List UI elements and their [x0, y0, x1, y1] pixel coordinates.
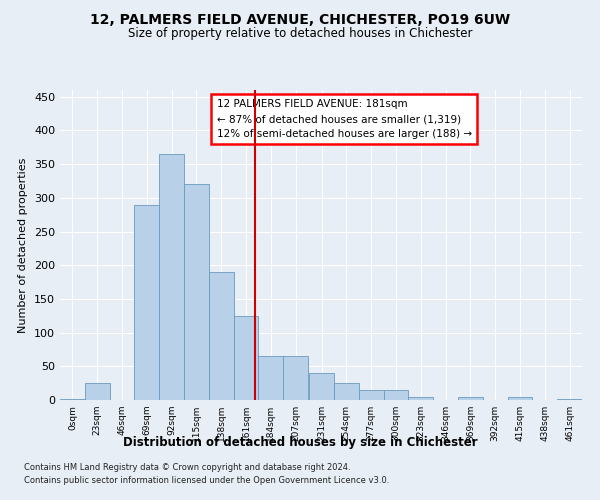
- Bar: [259, 356, 283, 400]
- Bar: [60, 398, 85, 400]
- Bar: [184, 184, 209, 400]
- Bar: [334, 383, 359, 400]
- Text: Distribution of detached houses by size in Chichester: Distribution of detached houses by size …: [122, 436, 478, 449]
- Text: 12 PALMERS FIELD AVENUE: 181sqm
← 87% of detached houses are smaller (1,319)
12%: 12 PALMERS FIELD AVENUE: 181sqm ← 87% of…: [217, 100, 472, 139]
- Bar: [134, 204, 159, 400]
- Bar: [409, 396, 433, 400]
- Bar: [209, 272, 233, 400]
- Bar: [557, 398, 582, 400]
- Text: Contains HM Land Registry data © Crown copyright and database right 2024.: Contains HM Land Registry data © Crown c…: [24, 464, 350, 472]
- Bar: [383, 390, 409, 400]
- Text: Size of property relative to detached houses in Chichester: Size of property relative to detached ho…: [128, 28, 472, 40]
- Bar: [309, 373, 334, 400]
- Bar: [458, 396, 483, 400]
- Bar: [233, 316, 259, 400]
- Text: 12, PALMERS FIELD AVENUE, CHICHESTER, PO19 6UW: 12, PALMERS FIELD AVENUE, CHICHESTER, PO…: [90, 12, 510, 26]
- Bar: [359, 390, 383, 400]
- Bar: [508, 396, 532, 400]
- Text: Contains public sector information licensed under the Open Government Licence v3: Contains public sector information licen…: [24, 476, 389, 485]
- Bar: [85, 383, 110, 400]
- Y-axis label: Number of detached properties: Number of detached properties: [19, 158, 28, 332]
- Bar: [159, 154, 184, 400]
- Bar: [283, 356, 308, 400]
